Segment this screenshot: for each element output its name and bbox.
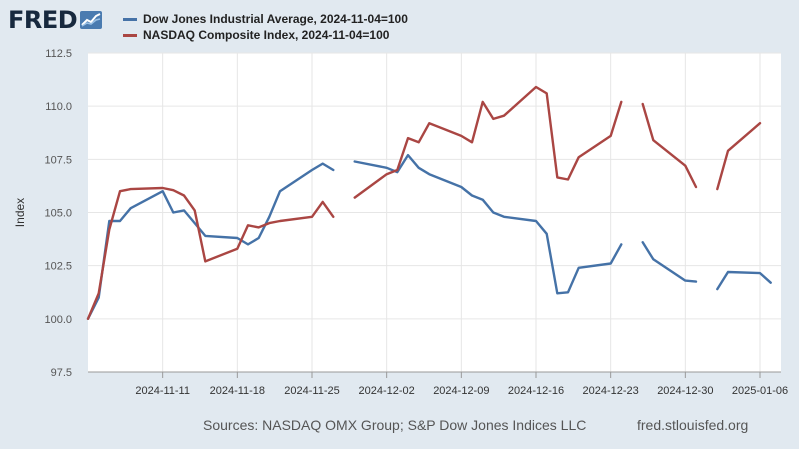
nasdaq-series-line xyxy=(716,121,762,191)
nasdaq-series-line xyxy=(641,102,698,189)
y-axis-label: Index xyxy=(13,198,27,227)
footer-url[interactable]: fred.stlouisfed.org xyxy=(637,417,749,433)
y-tick-label: 100.0 xyxy=(44,314,72,326)
y-tick-label: 97.5 xyxy=(51,367,72,379)
x-tick-label: 2024-12-23 xyxy=(583,385,639,397)
y-tick-label: 107.5 xyxy=(44,154,72,166)
x-tick-label: 2024-12-30 xyxy=(657,385,713,397)
legend-swatch-dow xyxy=(123,17,137,21)
trend-line-icon xyxy=(80,11,103,29)
fred-logo[interactable]: FRED xyxy=(8,6,103,34)
x-tick-label: 2024-12-09 xyxy=(433,385,489,397)
y-tick-label: 112.5 xyxy=(45,48,72,60)
y-tick-label: 105.0 xyxy=(44,208,72,220)
fred-logo-text: FRED xyxy=(8,6,78,34)
x-tick-label: 2024-12-02 xyxy=(359,385,415,397)
nasdaq-series-line xyxy=(353,85,623,199)
legend-item-dow[interactable]: Dow Jones Industrial Average, 2024-11-04… xyxy=(123,11,408,27)
footer-sources: Sources: NASDAQ OMX Group; S&P Dow Jones… xyxy=(203,417,587,433)
x-tick-label: 2024-11-25 xyxy=(284,385,339,397)
chart-legend: Dow Jones Industrial Average, 2024-11-04… xyxy=(123,11,408,43)
legend-item-nasdaq[interactable]: NASDAQ Composite Index, 2024-11-04=100 xyxy=(123,27,408,43)
x-tick-label: 2024-11-11 xyxy=(135,385,190,397)
x-tick-label: 2025-01-06 xyxy=(732,385,788,397)
legend-swatch-nasdaq xyxy=(123,33,137,37)
y-tick-label: 102.5 xyxy=(44,261,72,273)
legend-label-dow: Dow Jones Industrial Average, 2024-11-04… xyxy=(143,12,408,26)
legend-label-nasdaq: NASDAQ Composite Index, 2024-11-04=100 xyxy=(143,28,390,42)
x-tick-label: 2024-12-16 xyxy=(508,385,564,397)
dow-series-line xyxy=(86,162,335,320)
dow-series-line xyxy=(353,153,623,295)
nasdaq-series-line xyxy=(86,186,335,320)
y-tick-label: 110.0 xyxy=(45,101,72,113)
dow-series-line xyxy=(716,270,772,291)
x-tick-label: 2024-11-18 xyxy=(210,385,265,397)
dow-series-line xyxy=(641,241,698,283)
